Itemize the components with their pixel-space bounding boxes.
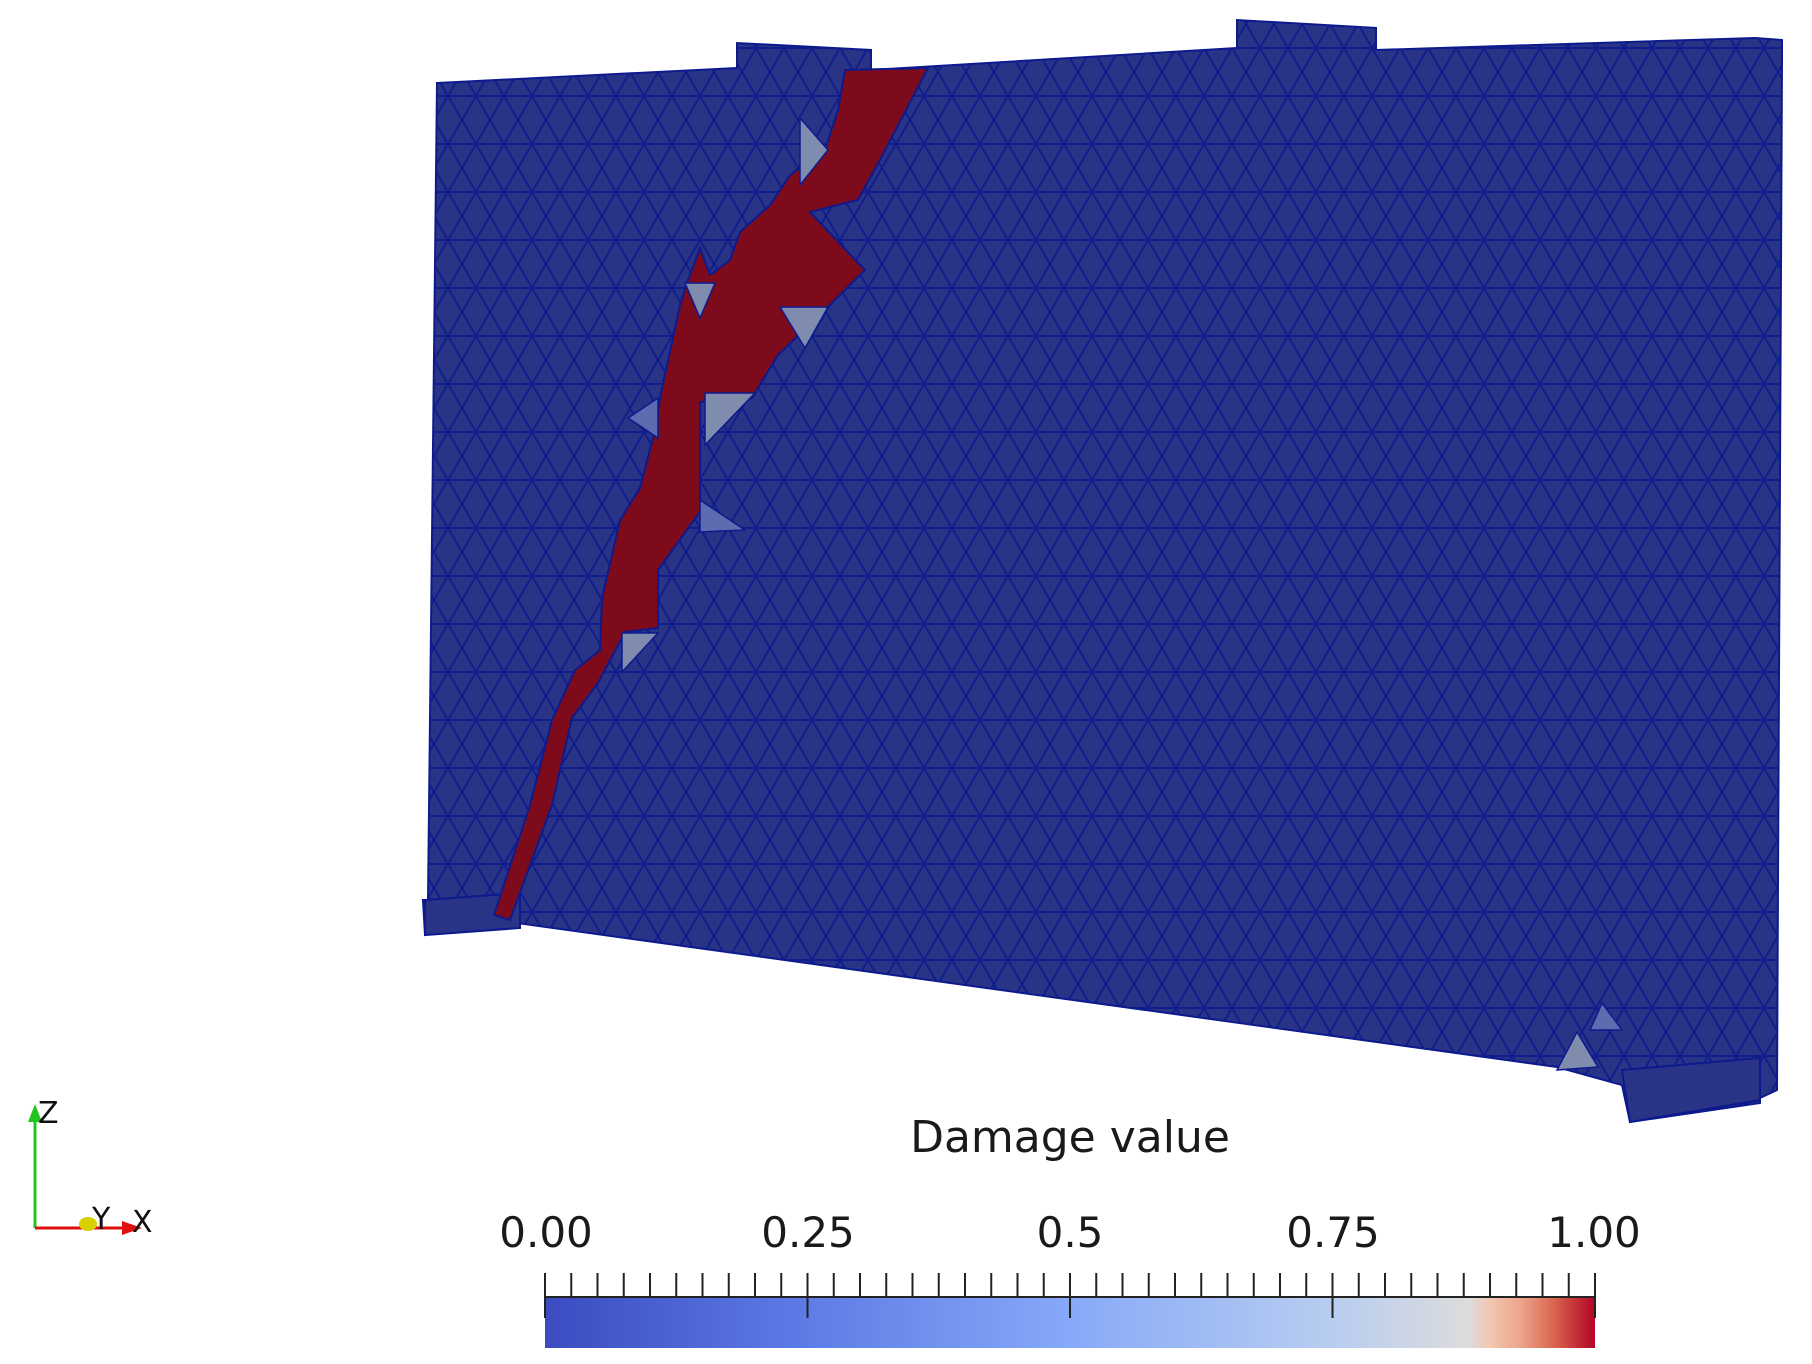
orientation-triad [28,1104,142,1235]
legend-title: Damage value [910,1112,1230,1163]
z-axis-label: Z [38,1096,59,1131]
partial-damage-6 [699,498,748,533]
colorbar [544,1273,1596,1348]
y-axis-label: Y [92,1202,111,1237]
partial-damage-2 [683,282,717,320]
partial-damage-3 [778,306,830,350]
z-axis-arrow [28,1104,42,1122]
tick-label-4: 1.00 [1547,1208,1641,1257]
x-axis-label: X [132,1205,153,1240]
partial-damage-8 [1555,1030,1600,1071]
mesh-base-right [1620,1056,1761,1124]
tick-label-3: 0.75 [1286,1208,1380,1257]
x-axis-arrow [122,1221,142,1235]
partial-damage-5 [626,396,659,440]
partial-damage-4 [704,392,757,447]
y-axis-marker [79,1217,97,1231]
colorbar-minor-ticks [544,1273,1596,1318]
partial-damage-1 [799,116,829,188]
damaged-elements [492,66,930,922]
partial-damage-7 [621,632,660,674]
tick-label-1: 0.25 [761,1208,855,1257]
damage-crack [492,66,1624,1071]
mesh-base-left [424,891,521,937]
tick-label-0: 0.00 [499,1208,593,1257]
partial-damage-9 [1588,1001,1624,1031]
tick-label-2: 0.5 [1036,1208,1104,1257]
